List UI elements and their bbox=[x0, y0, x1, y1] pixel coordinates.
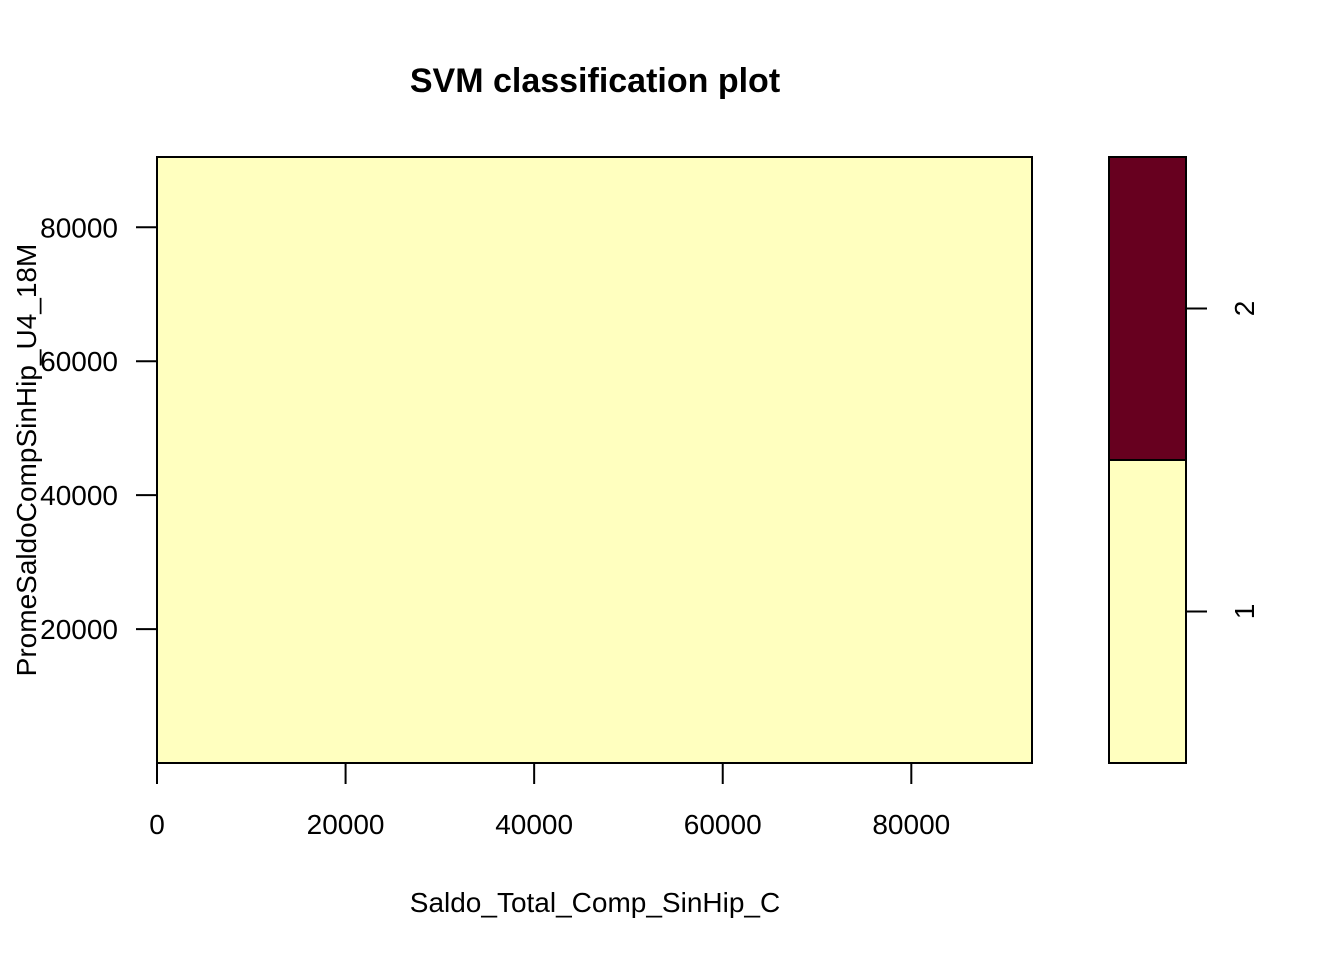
plot-area bbox=[156, 156, 1033, 764]
y-tick-label: 80000 bbox=[40, 212, 118, 243]
legend-label-class-1: 1 bbox=[1229, 604, 1260, 620]
legend-swatch-class-2 bbox=[1108, 156, 1187, 461]
y-axis-label: PromeSaldoCompSinHip_U4_18M bbox=[11, 244, 42, 677]
decision-region-class-1 bbox=[157, 157, 1032, 763]
legend-frame bbox=[1108, 156, 1187, 764]
x-tick-label: 60000 bbox=[684, 809, 762, 840]
x-tick-label: 0 bbox=[149, 809, 165, 840]
legend-swatch-class-1 bbox=[1108, 459, 1187, 764]
class-legend: 12 bbox=[1108, 156, 1260, 764]
x-tick-label: 40000 bbox=[495, 809, 573, 840]
x-tick-label: 20000 bbox=[307, 809, 385, 840]
x-axis-label: Saldo_Total_Comp_SinHip_C bbox=[410, 887, 780, 918]
x-tick-label: 80000 bbox=[872, 809, 950, 840]
legend-label-class-2: 2 bbox=[1229, 301, 1260, 317]
x-axis: 0 20000 40000 60000 80000 bbox=[149, 762, 950, 840]
y-tick-label: 60000 bbox=[40, 346, 118, 377]
y-axis: 20000 40000 60000 80000 bbox=[40, 212, 158, 645]
y-tick-label: 40000 bbox=[40, 480, 118, 511]
chart-title: SVM classification plot bbox=[410, 62, 780, 100]
y-tick-label: 20000 bbox=[40, 614, 118, 645]
